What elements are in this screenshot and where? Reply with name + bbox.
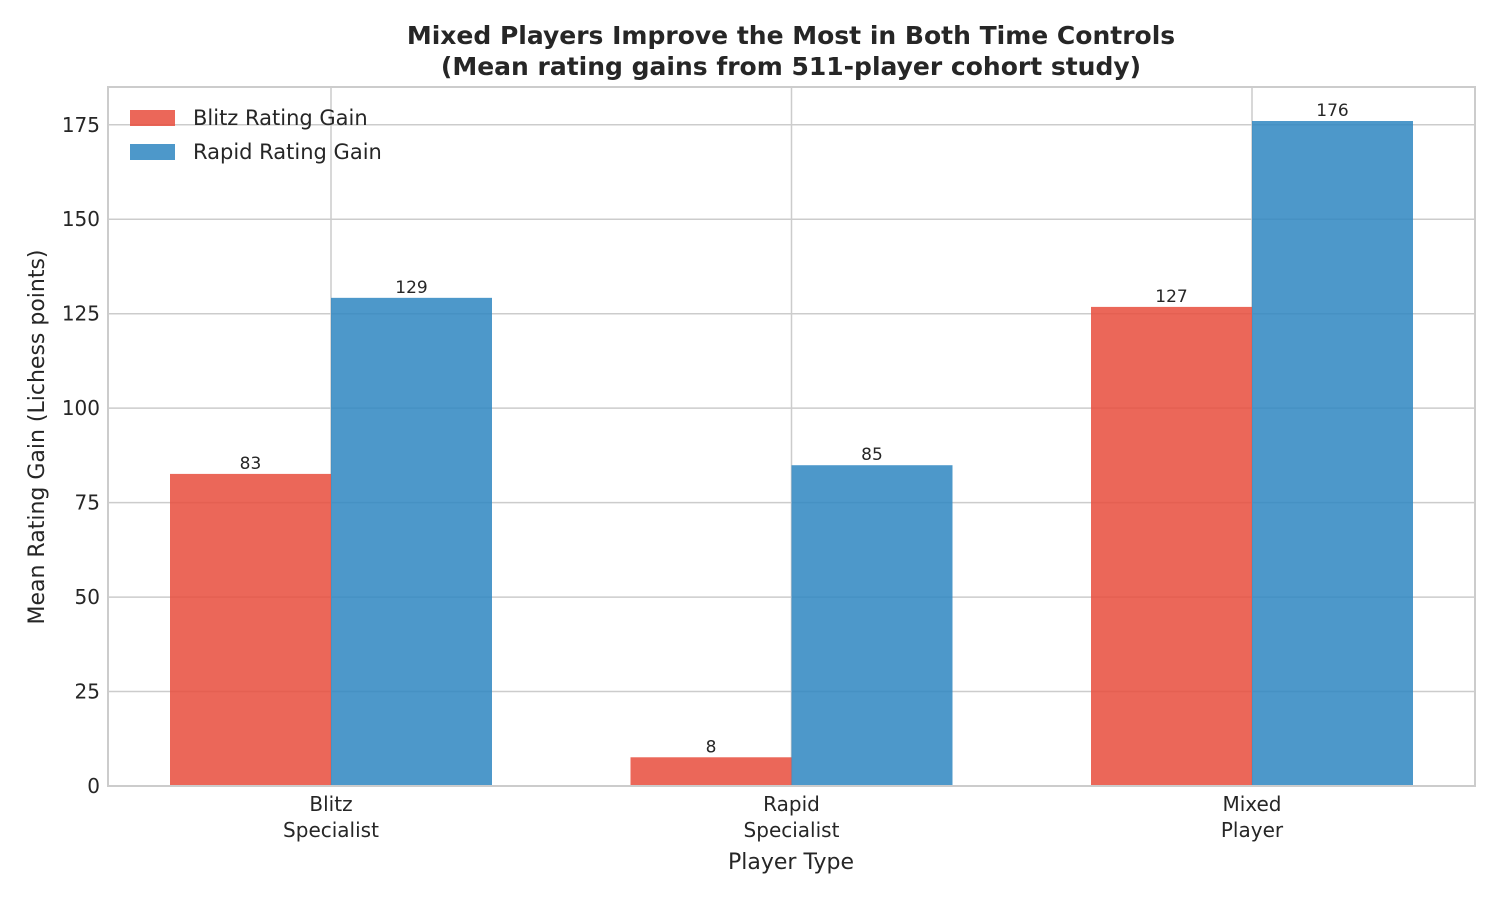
- y-tick-label: 100: [62, 396, 100, 420]
- ticks: 0255075100125150175BlitzSpecialistRapidS…: [62, 113, 1284, 842]
- y-tick-label: 125: [62, 302, 100, 326]
- y-tick-label: 150: [62, 207, 100, 231]
- y-tick-label: 50: [75, 585, 100, 609]
- x-tick-label: Rapid: [763, 792, 820, 816]
- bar: [630, 757, 792, 786]
- x-tick-label: Player: [1221, 818, 1284, 842]
- bar-value-labels: 83 129 8 85 127 176: [240, 101, 1349, 757]
- bar-value-label: 127: [1155, 287, 1187, 307]
- bar: [791, 465, 953, 786]
- bar: [1091, 306, 1252, 786]
- x-tick-label: Mixed: [1222, 792, 1281, 816]
- x-tick-label: Blitz: [309, 792, 352, 816]
- x-tick-label: Specialist: [744, 818, 840, 842]
- y-tick-label: 175: [62, 113, 100, 137]
- y-tick-label: 25: [75, 680, 100, 704]
- bar-value-label: 129: [395, 278, 427, 298]
- bar: [1252, 121, 1413, 787]
- chart-subtitle: (Mean rating gains from 511-player cohor…: [441, 52, 1141, 81]
- bar-value-label: 8: [706, 737, 717, 757]
- x-tick-label: Specialist: [283, 818, 379, 842]
- bar: [170, 473, 331, 786]
- bar-value-label: 83: [240, 454, 262, 474]
- legend: Blitz Rating Gain Rapid Rating Gain: [130, 106, 382, 164]
- plot-frame: [107, 86, 1476, 787]
- x-axis-label: Player Type: [728, 850, 854, 875]
- chart-title: Mixed Players Improve the Most in Both T…: [407, 21, 1175, 81]
- bar: [331, 297, 492, 786]
- y-tick-label: 75: [75, 491, 100, 515]
- bars: [170, 121, 1413, 787]
- legend-swatch: [130, 110, 175, 126]
- legend-entry-label: Rapid Rating Gain: [193, 140, 382, 164]
- y-tick-label: 0: [87, 774, 100, 798]
- chart-title-line-1: Mixed Players Improve the Most in Both T…: [407, 21, 1175, 50]
- y-axis-label: Mean Rating Gain (Lichess points): [25, 249, 50, 624]
- bar-value-label: 85: [861, 445, 883, 465]
- legend-swatch: [130, 144, 175, 160]
- bar-value-label: 176: [1316, 101, 1348, 121]
- legend-entry-label: Blitz Rating Gain: [193, 106, 368, 130]
